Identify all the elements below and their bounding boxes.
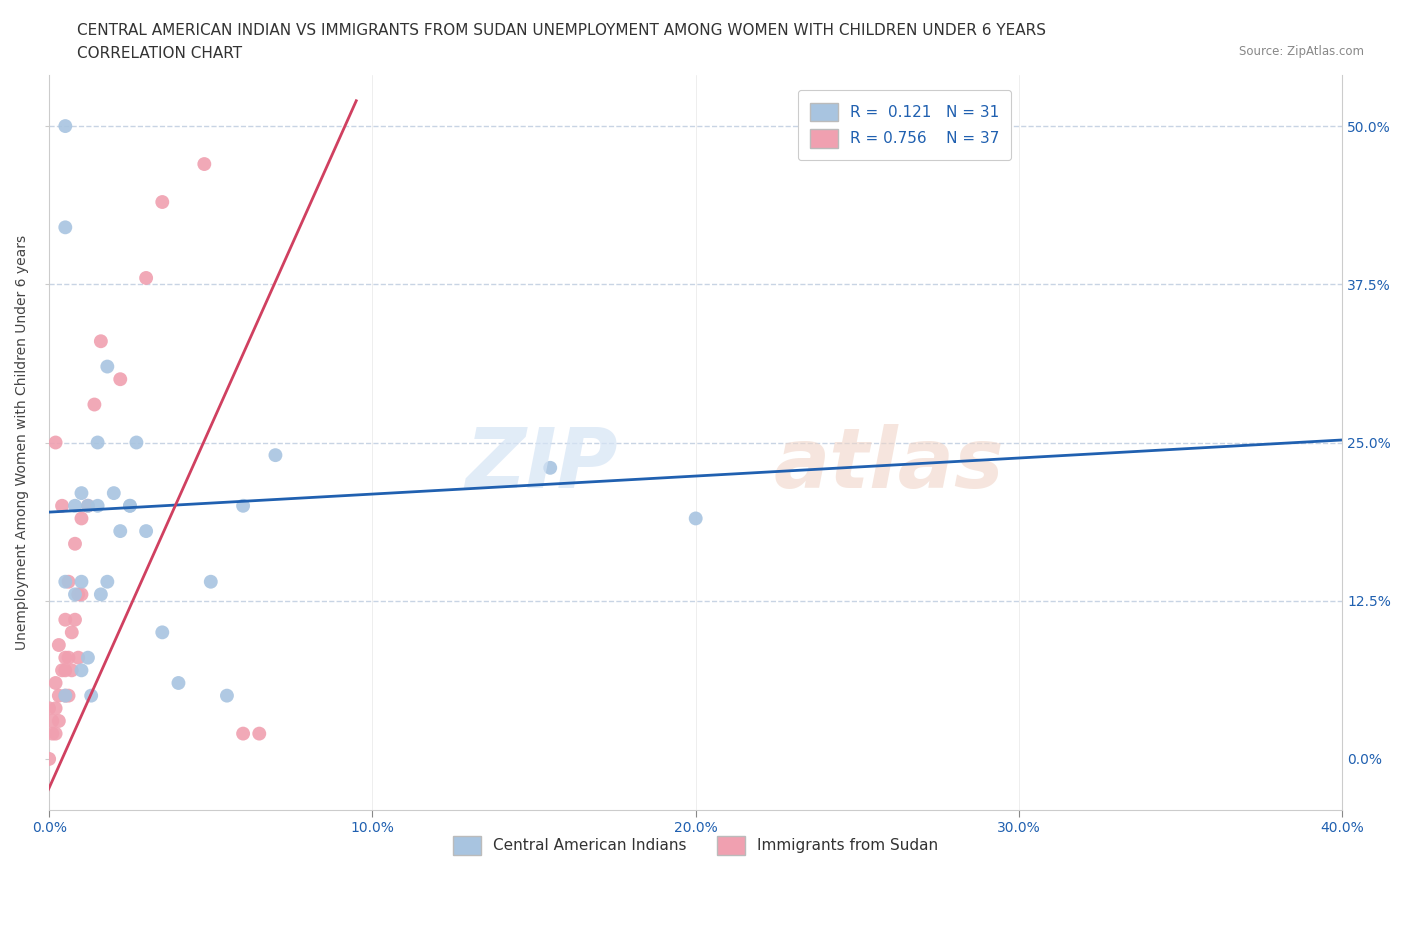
Point bbox=[150, 625, 173, 640]
Point bbox=[96, 575, 118, 590]
Point bbox=[193, 156, 215, 171]
Point bbox=[96, 359, 118, 374]
Point bbox=[63, 587, 86, 602]
Point bbox=[70, 485, 93, 500]
Text: atlas: atlas bbox=[773, 424, 1004, 505]
Point bbox=[80, 688, 103, 703]
Point bbox=[45, 435, 67, 450]
Point bbox=[86, 498, 108, 513]
Text: Source: ZipAtlas.com: Source: ZipAtlas.com bbox=[1239, 45, 1364, 58]
Point bbox=[45, 675, 67, 690]
Legend: Central American Indians, Immigrants from Sudan: Central American Indians, Immigrants fro… bbox=[447, 830, 943, 860]
Point bbox=[38, 701, 60, 716]
Point bbox=[70, 511, 93, 525]
Point bbox=[118, 498, 141, 513]
Point bbox=[77, 498, 100, 513]
Point bbox=[83, 397, 105, 412]
Y-axis label: Unemployment Among Women with Children Under 6 years: Unemployment Among Women with Children U… bbox=[15, 235, 30, 650]
Point bbox=[538, 460, 561, 475]
Point bbox=[232, 498, 254, 513]
Point bbox=[90, 334, 112, 349]
Point bbox=[110, 524, 132, 538]
Point bbox=[58, 650, 80, 665]
Point bbox=[70, 663, 93, 678]
Point bbox=[125, 435, 148, 450]
Point bbox=[53, 219, 76, 234]
Point bbox=[67, 650, 90, 665]
Point bbox=[41, 713, 63, 728]
Point bbox=[118, 498, 141, 513]
Point bbox=[41, 726, 63, 741]
Point bbox=[38, 751, 60, 766]
Point bbox=[86, 435, 108, 450]
Point bbox=[135, 524, 157, 538]
Point bbox=[53, 119, 76, 134]
Point bbox=[63, 498, 86, 513]
Text: ZIP: ZIP bbox=[465, 424, 619, 505]
Point bbox=[103, 485, 125, 500]
Point bbox=[58, 575, 80, 590]
Point bbox=[150, 194, 173, 209]
Point bbox=[200, 575, 222, 590]
Point bbox=[110, 372, 132, 387]
Point bbox=[45, 701, 67, 716]
Point bbox=[63, 612, 86, 627]
Point bbox=[685, 511, 707, 525]
Point bbox=[53, 688, 76, 703]
Point bbox=[60, 625, 83, 640]
Point bbox=[63, 537, 86, 551]
Point bbox=[167, 675, 190, 690]
Point bbox=[247, 726, 270, 741]
Text: CORRELATION CHART: CORRELATION CHART bbox=[77, 46, 242, 61]
Point bbox=[215, 688, 238, 703]
Point bbox=[51, 663, 73, 678]
Point bbox=[135, 271, 157, 286]
Point bbox=[90, 587, 112, 602]
Point bbox=[58, 688, 80, 703]
Point bbox=[53, 688, 76, 703]
Point bbox=[77, 498, 100, 513]
Point bbox=[48, 713, 70, 728]
Point bbox=[70, 575, 93, 590]
Text: CENTRAL AMERICAN INDIAN VS IMMIGRANTS FROM SUDAN UNEMPLOYMENT AMONG WOMEN WITH C: CENTRAL AMERICAN INDIAN VS IMMIGRANTS FR… bbox=[77, 23, 1046, 38]
Point bbox=[77, 650, 100, 665]
Point bbox=[53, 612, 76, 627]
Point bbox=[51, 498, 73, 513]
Point bbox=[264, 447, 287, 462]
Point bbox=[70, 587, 93, 602]
Point bbox=[48, 638, 70, 653]
Point bbox=[67, 587, 90, 602]
Point bbox=[48, 688, 70, 703]
Point bbox=[53, 650, 76, 665]
Point bbox=[53, 575, 76, 590]
Point bbox=[232, 726, 254, 741]
Point bbox=[45, 726, 67, 741]
Point bbox=[60, 663, 83, 678]
Point bbox=[53, 663, 76, 678]
